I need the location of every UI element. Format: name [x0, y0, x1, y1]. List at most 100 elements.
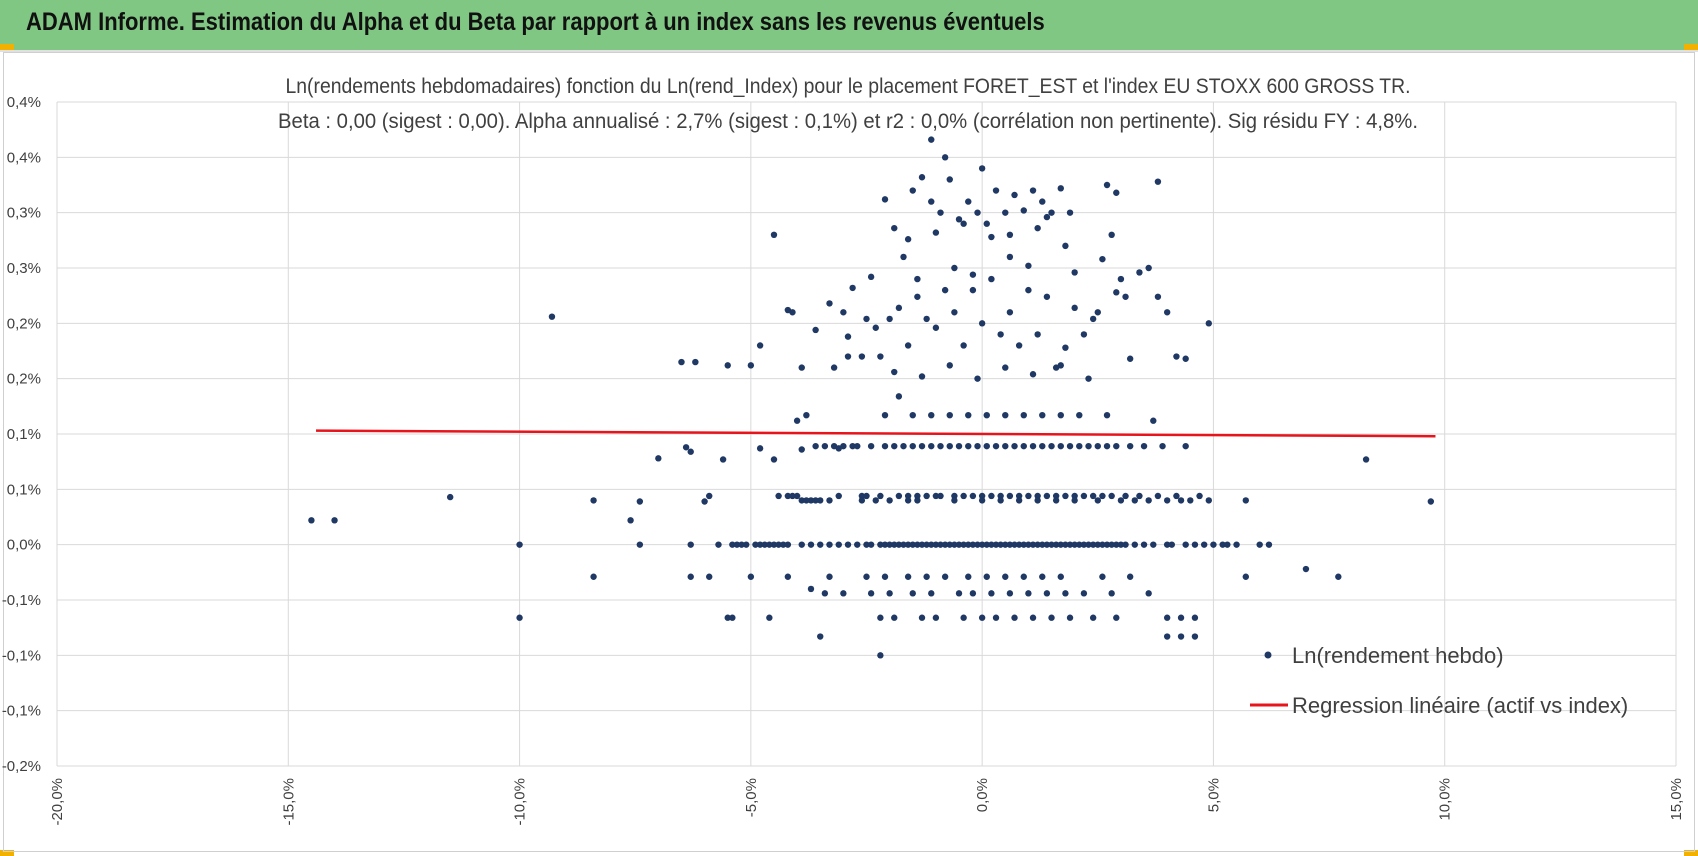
data-point: [1173, 353, 1180, 360]
data-point: [807, 585, 815, 593]
data-point: [1168, 541, 1175, 548]
data-point: [1108, 590, 1115, 597]
data-point: [891, 224, 898, 232]
data-point: [1196, 492, 1203, 500]
data-point: [872, 324, 879, 331]
data-point: [1029, 371, 1037, 378]
data-point: [1103, 181, 1111, 189]
data-point: [1191, 541, 1199, 548]
data-point: [900, 541, 907, 548]
data-point: [719, 456, 727, 463]
data-point: [914, 492, 921, 500]
data-point: [733, 541, 741, 548]
data-point: [867, 541, 875, 548]
data-point: [988, 541, 995, 548]
data-point: [969, 286, 977, 294]
data-point: [867, 273, 875, 281]
data-point: [988, 275, 995, 283]
data-point: [872, 497, 879, 504]
data-point: [1302, 565, 1310, 573]
data-point: [983, 411, 990, 419]
data-point: [1071, 269, 1078, 276]
data-point: [965, 573, 972, 580]
data-point: [761, 541, 768, 548]
data-point: [636, 498, 644, 505]
data-point: [932, 614, 940, 621]
data-point: [729, 614, 736, 621]
data-point: [1002, 573, 1009, 580]
data-point: [1099, 492, 1106, 500]
data-point: [904, 236, 912, 243]
data-point: [798, 497, 805, 504]
data-point: [978, 492, 986, 500]
data-point: [941, 286, 949, 294]
data-point: [978, 541, 986, 548]
data-point: [1094, 309, 1101, 316]
data-point: [1020, 573, 1027, 580]
data-point: [1025, 262, 1032, 269]
data-point: [1039, 198, 1046, 205]
data-point: [965, 442, 972, 450]
data-point: [784, 541, 792, 548]
data-point: [858, 492, 866, 500]
data-point: [863, 573, 870, 580]
data-point: [1089, 492, 1097, 500]
chart-frame: [3, 52, 1695, 852]
scatter-points: [308, 136, 1435, 659]
data-point: [969, 541, 977, 548]
data-point: [1002, 442, 1009, 450]
data-point: [1066, 209, 1074, 216]
data-point: [918, 174, 926, 181]
data-point: [891, 368, 898, 376]
data-point: [840, 590, 847, 597]
data-point: [969, 590, 977, 597]
data-point: [1126, 442, 1134, 450]
data-point: [1057, 541, 1064, 548]
data-point: [1085, 541, 1092, 548]
data-point: [904, 497, 912, 504]
corner-marker-bottom-right: [1684, 850, 1698, 856]
data-point: [914, 497, 921, 504]
data-point: [997, 492, 1004, 500]
data-point: [918, 614, 926, 621]
data-point: [997, 497, 1004, 504]
data-point: [756, 541, 764, 548]
data-point: [895, 492, 903, 500]
data-point: [655, 455, 662, 462]
data-point: [756, 445, 764, 452]
data-point: [1062, 242, 1069, 250]
data-point: [1191, 633, 1199, 640]
x-tick-label: -15,0%: [280, 778, 297, 826]
data-point: [1163, 497, 1171, 504]
data-point: [1182, 541, 1189, 548]
data-point: [983, 573, 990, 580]
data-point: [960, 492, 967, 500]
data-point: [1362, 456, 1370, 463]
data-point: [1099, 541, 1106, 548]
data-point: [946, 176, 953, 183]
data-point: [955, 541, 963, 548]
data-point: [1177, 614, 1185, 621]
data-point: [1006, 541, 1014, 548]
data-point: [1108, 492, 1115, 500]
data-point: [793, 417, 801, 424]
data-point: [1043, 541, 1051, 548]
data-point: [992, 541, 1000, 548]
data-point: [928, 541, 935, 548]
data-point: [1427, 498, 1435, 505]
data-point: [812, 442, 819, 450]
y-tick-label: 0,3%: [7, 260, 41, 277]
data-point: [1066, 442, 1074, 450]
data-point: [988, 492, 995, 500]
data-point: [928, 411, 935, 419]
data-point: [1173, 492, 1180, 500]
data-point: [914, 541, 921, 548]
data-point: [1103, 411, 1111, 419]
data-point: [446, 493, 454, 501]
data-point: [1154, 178, 1162, 185]
data-point: [1057, 362, 1064, 369]
data-point: [895, 304, 903, 312]
data-point: [1002, 364, 1009, 371]
data-point: [988, 233, 995, 241]
